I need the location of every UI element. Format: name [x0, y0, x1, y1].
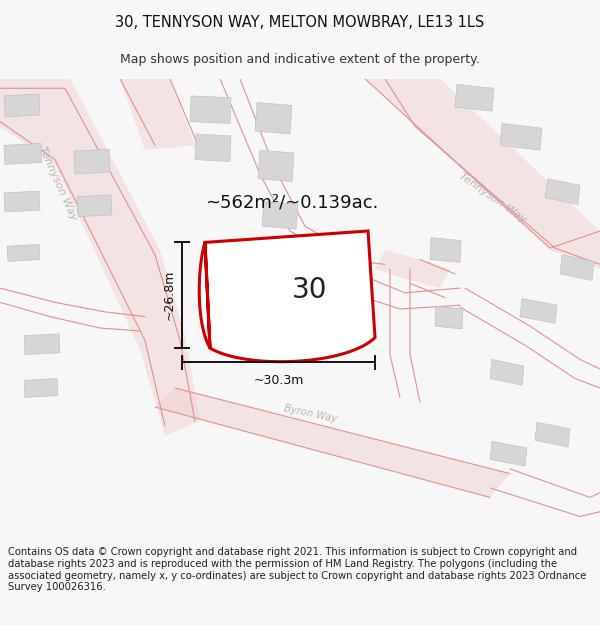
Polygon shape — [430, 238, 461, 262]
Polygon shape — [7, 244, 40, 261]
Polygon shape — [545, 179, 580, 204]
Polygon shape — [4, 94, 40, 117]
Text: ~562m²/~0.139ac.: ~562m²/~0.139ac. — [205, 194, 379, 211]
Polygon shape — [560, 255, 594, 281]
Polygon shape — [77, 195, 112, 217]
Polygon shape — [270, 256, 302, 281]
Polygon shape — [520, 299, 557, 323]
Text: 30, TENNYSON WAY, MELTON MOWBRAY, LE13 1LS: 30, TENNYSON WAY, MELTON MOWBRAY, LE13 1… — [115, 14, 485, 29]
Polygon shape — [455, 84, 494, 111]
Polygon shape — [24, 379, 58, 398]
Text: Contains OS data © Crown copyright and database right 2021. This information is : Contains OS data © Crown copyright and d… — [8, 548, 586, 592]
Polygon shape — [255, 102, 292, 134]
Text: Map shows position and indicative extent of the property.: Map shows position and indicative extent… — [120, 52, 480, 66]
Polygon shape — [535, 422, 570, 447]
Polygon shape — [195, 134, 231, 161]
Polygon shape — [4, 191, 40, 212]
Polygon shape — [190, 96, 231, 124]
Polygon shape — [365, 79, 600, 269]
Text: 30: 30 — [292, 276, 327, 304]
Polygon shape — [74, 149, 110, 174]
Text: ~26.8m: ~26.8m — [163, 270, 176, 321]
Polygon shape — [435, 306, 463, 329]
Polygon shape — [0, 79, 200, 436]
Text: Tennyson Way: Tennyson Way — [225, 276, 271, 342]
Polygon shape — [24, 334, 60, 355]
Polygon shape — [490, 359, 524, 385]
Polygon shape — [120, 79, 195, 150]
Polygon shape — [155, 388, 510, 498]
Text: ~30.3m: ~30.3m — [253, 374, 304, 387]
Polygon shape — [4, 144, 42, 164]
Text: Tennyson Way: Tennyson Way — [457, 171, 529, 224]
Text: Byron Way: Byron Way — [283, 403, 337, 424]
Polygon shape — [500, 124, 542, 150]
Text: Tennyson Way: Tennyson Way — [37, 145, 79, 222]
Polygon shape — [375, 250, 450, 288]
Polygon shape — [490, 441, 527, 466]
Polygon shape — [258, 150, 294, 181]
Polygon shape — [262, 201, 298, 229]
Polygon shape — [199, 231, 375, 362]
